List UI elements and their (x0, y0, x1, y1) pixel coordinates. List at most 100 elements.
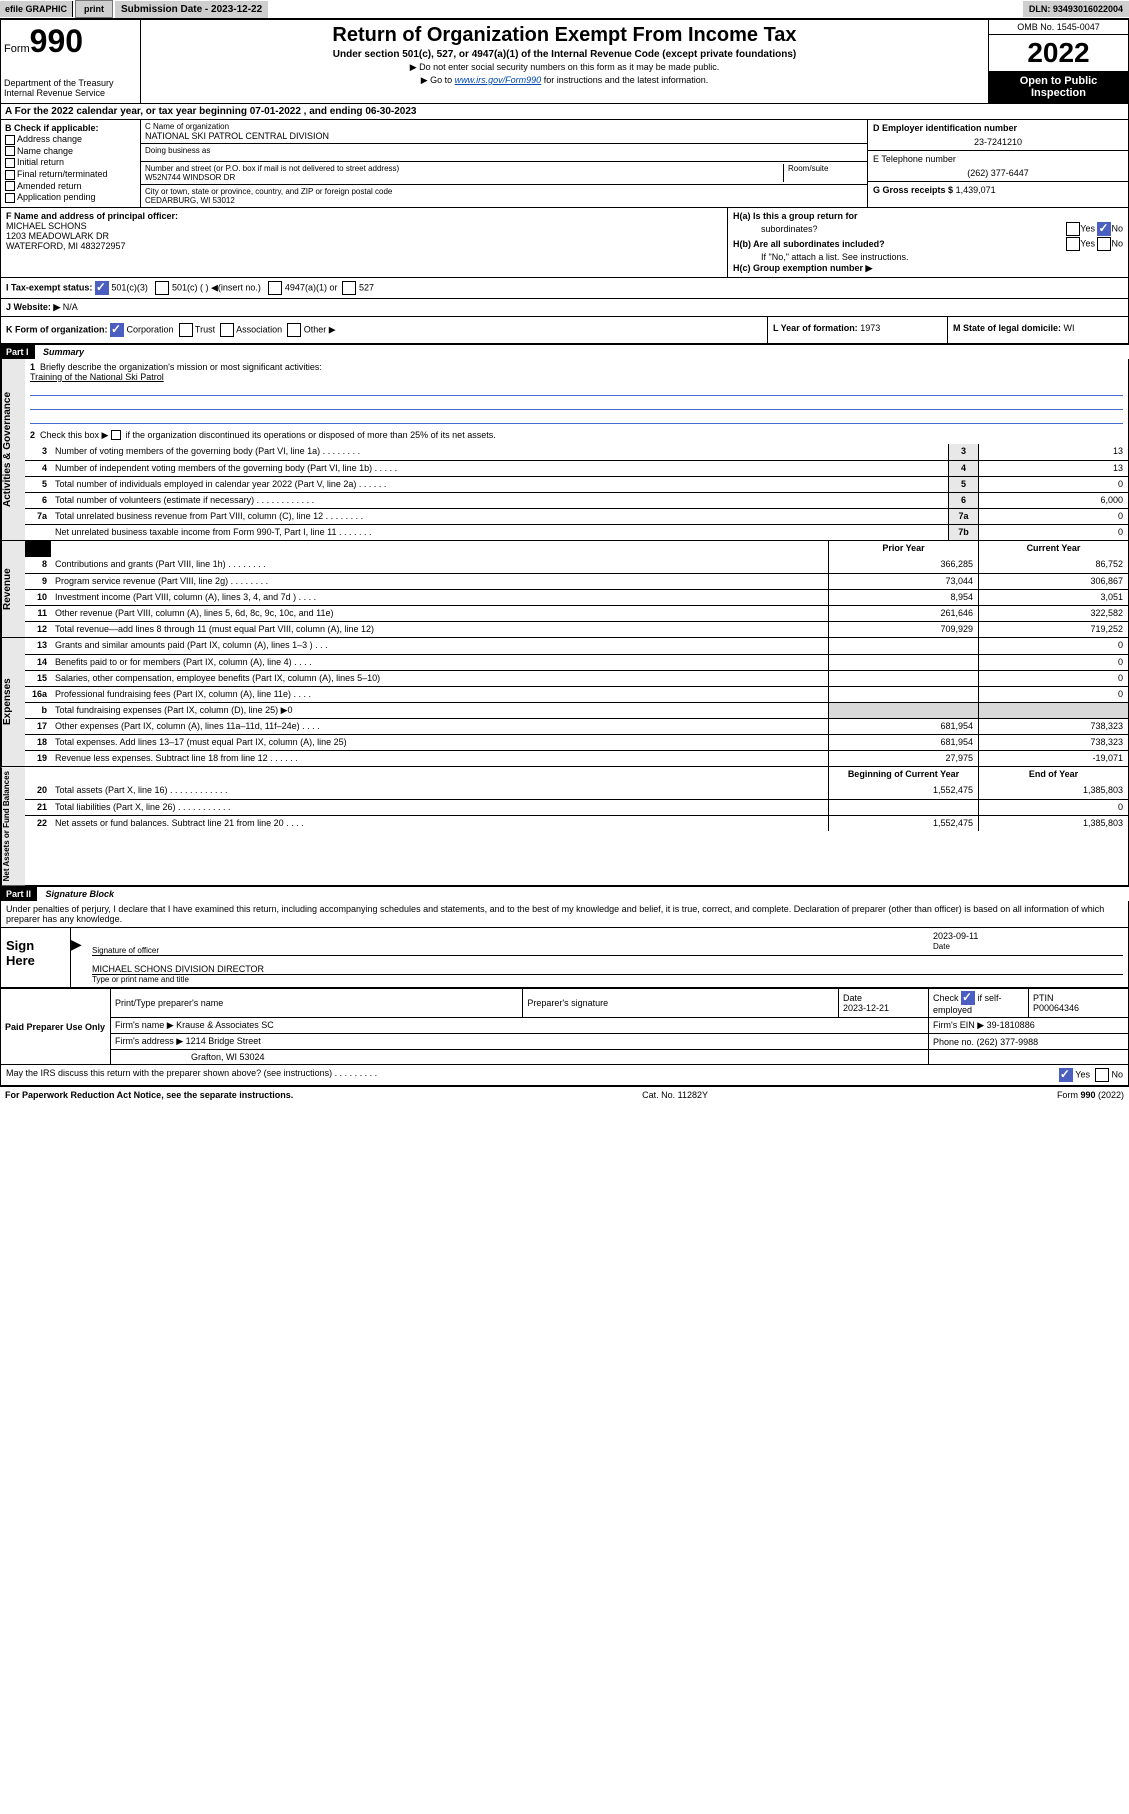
form-number: 990 (30, 23, 83, 59)
net-side-label: Net Assets or Fund Balances (1, 767, 25, 885)
chk-amended[interactable]: Amended return (5, 181, 136, 192)
officer-addr2: WATERFORD, MI 483272957 (6, 241, 722, 251)
summary-line: 13Grants and similar amounts paid (Part … (25, 638, 1128, 654)
officer-addr1: 1203 MEADOWLARK DR (6, 231, 722, 241)
firm-addr: 1214 Bridge Street (186, 1036, 261, 1046)
sig-officer-label: Signature of officer (92, 946, 159, 955)
chk-app-pending[interactable]: Application pending (5, 192, 136, 203)
self-emp-label: Check if self-employed (933, 993, 1002, 1016)
paid-prep-label: Paid Preparer Use Only (1, 989, 111, 1065)
officer-name: MICHAEL SCHONS (6, 221, 722, 231)
goto-post: for instructions and the latest informat… (541, 75, 708, 85)
chk-initial-return[interactable]: Initial return (5, 157, 136, 168)
org-info-block: B Check if applicable: Address change Na… (0, 120, 1129, 208)
discuss-yes-checkbox[interactable] (1059, 1068, 1073, 1082)
city-state-zip: CEDARBURG, WI 53012 (145, 196, 863, 205)
org-name-label: C Name of organization (145, 122, 863, 131)
summary-line: 11Other revenue (Part VIII, column (A), … (25, 605, 1128, 621)
chk-name-change[interactable]: Name change (5, 146, 136, 157)
ha-label: H(a) Is this a group return for (733, 211, 858, 221)
org-name: NATIONAL SKI PATROL CENTRAL DIVISION (145, 131, 863, 141)
form-footer: Form 990 (2022) (1057, 1090, 1124, 1100)
chk-501c3[interactable] (95, 281, 109, 295)
net-assets-section: Net Assets or Fund Balances Beginning of… (0, 767, 1129, 886)
expenses-section: Expenses 13Grants and similar amounts pa… (0, 638, 1129, 767)
summary-line: 19Revenue less expenses. Subtract line 1… (25, 750, 1128, 766)
form-title: Return of Organization Exempt From Incom… (145, 24, 984, 47)
website-value: N/A (63, 302, 78, 312)
part2-header: Part II (0, 887, 37, 901)
summary-line: 7aTotal unrelated business revenue from … (25, 508, 1128, 524)
officer-typed-name: MICHAEL SCHONS DIVISION DIRECTOR (92, 964, 1123, 974)
chk-corp[interactable] (110, 323, 124, 337)
paid-preparer-block: Paid Preparer Use Only Print/Type prepar… (0, 988, 1129, 1065)
city-label: City or town, state or province, country… (145, 187, 863, 196)
discuss-no-checkbox[interactable] (1095, 1068, 1109, 1082)
ha-yes-checkbox[interactable] (1066, 222, 1080, 236)
governance-side-label: Activities & Governance (1, 359, 25, 540)
type-name-label: Type or print name and title (92, 974, 1123, 984)
summary-line: 5Total number of individuals employed in… (25, 476, 1128, 492)
firm-name-label: Firm's name ▶ (115, 1020, 174, 1030)
sign-here-label: Sign Here (1, 928, 71, 987)
phone-label: E Telephone number (873, 154, 1123, 164)
chk-trust[interactable] (179, 323, 193, 337)
summary-line: 4Number of independent voting members of… (25, 460, 1128, 476)
chk-501c[interactable] (155, 281, 169, 295)
chk-other[interactable] (287, 323, 301, 337)
chk-527[interactable] (342, 281, 356, 295)
street-address: W52N744 WINDSOR DR (145, 173, 783, 182)
cur-year-header: Current Year (978, 541, 1128, 557)
chk-address-change[interactable]: Address change (5, 134, 136, 145)
ein-value: 23-7241210 (873, 137, 1123, 147)
summary-line: 15Salaries, other compensation, employee… (25, 670, 1128, 686)
revenue-side-label: Revenue (1, 541, 25, 637)
end-year-header: End of Year (978, 767, 1128, 783)
summary-line: 17Other expenses (Part IX, column (A), l… (25, 718, 1128, 734)
part1-title: Summary (37, 347, 84, 357)
page-footer: For Paperwork Reduction Act Notice, see … (0, 1086, 1129, 1103)
form-word: Form (4, 43, 30, 55)
hc-label: H(c) Group exemption number ▶ (733, 263, 872, 274)
q2-label: Check this box ▶ if the organization dis… (40, 430, 496, 440)
summary-line: 16aProfessional fundraising fees (Part I… (25, 686, 1128, 702)
q1-label: Briefly describe the organization's miss… (40, 362, 322, 372)
k-label: K Form of organization: (6, 324, 108, 334)
dept-treasury: Department of the Treasury (4, 78, 137, 88)
date-label: Date (933, 942, 950, 951)
summary-line: bTotal fundraising expenses (Part IX, co… (25, 702, 1128, 718)
irs-label: Internal Revenue Service (4, 88, 137, 98)
m-label: M State of legal domicile: (953, 323, 1061, 333)
summary-line: 21Total liabilities (Part X, line 26) . … (25, 799, 1128, 815)
chk-self-employed[interactable] (961, 991, 975, 1005)
year-formation: 1973 (860, 323, 880, 333)
ha-no-checkbox[interactable] (1097, 222, 1111, 236)
hb-label: H(b) Are all subordinates included? (733, 239, 885, 249)
room-suite-label: Room/suite (783, 164, 863, 182)
firm-addr-label: Firm's address ▶ (115, 1036, 183, 1046)
hb-yes-checkbox[interactable] (1066, 237, 1080, 251)
summary-line: 9Program service revenue (Part VIII, lin… (25, 573, 1128, 589)
line-a-tax-year: A For the 2022 calendar year, or tax yea… (0, 104, 1129, 120)
summary-line: 8Contributions and grants (Part VIII, li… (25, 557, 1128, 573)
prep-date: 2023-12-21 (843, 1003, 889, 1013)
summary-line: 12Total revenue—add lines 8 through 11 (… (25, 621, 1128, 637)
summary-line: Net unrelated business taxable income fr… (25, 524, 1128, 540)
print-button[interactable]: print (75, 0, 113, 18)
part2-title: Signature Block (40, 889, 115, 899)
sign-date: 2023-09-11 (933, 931, 1123, 941)
i-label: I Tax-exempt status: (6, 282, 92, 292)
chk-assoc[interactable] (220, 323, 234, 337)
q1-value: Training of the National Ski Patrol (30, 372, 164, 382)
dln-number: DLN: 93493016022004 (1023, 1, 1129, 17)
sign-here-block: Sign Here ▶ Signature of officer 2023-09… (0, 928, 1129, 988)
chk-final-return[interactable]: Final return/terminated (5, 169, 136, 180)
firm-name: Krause & Associates SC (176, 1020, 274, 1030)
irs-link[interactable]: www.irs.gov/Form990 (455, 75, 542, 85)
chk-4947[interactable] (268, 281, 282, 295)
gross-receipts-label: G Gross receipts $ (873, 185, 953, 195)
summary-line: 18Total expenses. Add lines 13–17 (must … (25, 734, 1128, 750)
hb-no-checkbox[interactable] (1097, 237, 1111, 251)
domicile-state: WI (1064, 323, 1075, 333)
prep-sig-col: Preparer's signature (523, 989, 839, 1018)
